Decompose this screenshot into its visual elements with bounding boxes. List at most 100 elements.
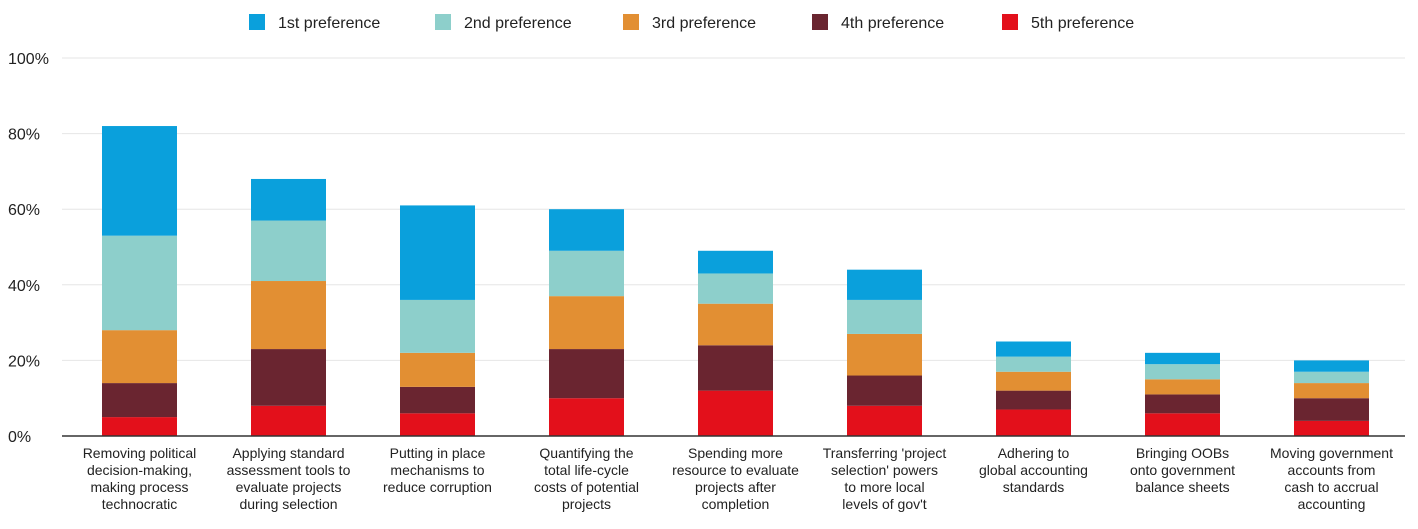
bar-segment bbox=[549, 209, 624, 251]
legend-swatch bbox=[435, 14, 451, 30]
bar-segment bbox=[698, 250, 773, 274]
x-category-label-line: to more local bbox=[844, 479, 924, 495]
x-category-label-line: Removing political bbox=[83, 445, 197, 461]
bar-segment bbox=[847, 375, 922, 406]
x-category-label-line: accounts from bbox=[1288, 462, 1376, 478]
bar-segment bbox=[847, 269, 922, 300]
bar-segment bbox=[400, 205, 475, 300]
y-tick-label: 60% bbox=[8, 202, 40, 219]
bar-segment bbox=[847, 405, 922, 436]
x-category-label-line: balance sheets bbox=[1135, 479, 1229, 495]
x-category-label-line: global accounting bbox=[979, 462, 1088, 478]
x-category-label-line: evaluate projects bbox=[236, 479, 342, 495]
axes: 0% 20% 40% 60% 80% 100% Removing political deci… bbox=[8, 51, 1405, 512]
bar-segment bbox=[400, 413, 475, 436]
bar-segment bbox=[1294, 420, 1369, 436]
legend-swatch bbox=[249, 14, 265, 30]
bar-segment bbox=[1145, 352, 1220, 365]
x-category-label: Applying standard assessment tools to eval… bbox=[227, 445, 351, 512]
bar-segment bbox=[1294, 360, 1369, 372]
bar-segment bbox=[549, 250, 624, 297]
x-category-label-line: cash to accrual bbox=[1284, 479, 1378, 495]
legend-swatch bbox=[623, 14, 639, 30]
x-category-label: Adhering to global accounting standards bbox=[979, 445, 1088, 495]
y-tick-label: 100% bbox=[8, 51, 49, 68]
bar-segment bbox=[102, 417, 177, 436]
y-tick-label: 40% bbox=[8, 278, 40, 295]
x-category-label: Transferring 'project selection' powers to… bbox=[823, 445, 947, 512]
bar-segment bbox=[847, 299, 922, 334]
x-category-label-line: Quantifying the bbox=[539, 445, 633, 461]
bar-segment bbox=[251, 405, 326, 436]
legend-label: 3rd preference bbox=[652, 15, 756, 32]
x-category-label-line: Bringing OOBs bbox=[1136, 445, 1229, 461]
x-category-label: Spending more resource to evaluate project… bbox=[672, 445, 799, 512]
x-category-label-line: mechanisms to bbox=[390, 462, 484, 478]
x-category-label-line: standards bbox=[1003, 479, 1064, 495]
legend-label: 5th preference bbox=[1031, 15, 1134, 32]
legend-label: 1st preference bbox=[278, 15, 380, 32]
bar-segment bbox=[549, 349, 624, 399]
legend-swatch bbox=[1002, 14, 1018, 30]
bar-segment bbox=[1145, 364, 1220, 380]
x-category-label-line: assessment tools to bbox=[227, 462, 351, 478]
bar-segment bbox=[996, 341, 1071, 357]
bar-segment bbox=[102, 383, 177, 418]
legend: 1st preference 2nd preference 3rd preferen… bbox=[249, 14, 1134, 32]
x-category-label-line: Adhering to bbox=[998, 445, 1070, 461]
x-category-label: Removing political decision-making, making… bbox=[83, 445, 197, 512]
x-category-label: Bringing OOBs onto government balance shee… bbox=[1130, 445, 1235, 495]
bar-segment bbox=[251, 220, 326, 282]
x-category-label-line: accounting bbox=[1298, 496, 1366, 512]
x-category-label-line: projects bbox=[562, 496, 611, 512]
x-category-label-line: levels of gov't bbox=[842, 496, 926, 512]
bar-segment bbox=[251, 178, 326, 221]
bar-segment bbox=[1294, 383, 1369, 399]
x-category-label-line: Transferring 'project bbox=[823, 445, 947, 461]
x-category-label-line: Moving government bbox=[1270, 445, 1393, 461]
x-category-label: Putting in place mechanisms to reduce corr… bbox=[383, 445, 492, 495]
x-category-label: Quantifying the total life-cycle costs of … bbox=[534, 445, 639, 512]
x-category-label: Moving government accounts from cash to ac… bbox=[1270, 445, 1393, 512]
x-category-label-line: selection' powers bbox=[831, 462, 938, 478]
bar-segment bbox=[698, 390, 773, 436]
bar-segment bbox=[996, 371, 1071, 391]
bar-segment bbox=[1145, 379, 1220, 395]
x-category-label-line: completion bbox=[702, 496, 770, 512]
bar-segment bbox=[1145, 413, 1220, 436]
x-category-label-line: Putting in place bbox=[390, 445, 486, 461]
bar-segment bbox=[549, 398, 624, 436]
bar-segment bbox=[251, 281, 326, 350]
bar-segment bbox=[1294, 398, 1369, 421]
bar-segment bbox=[996, 409, 1071, 436]
bar-segment bbox=[251, 349, 326, 406]
x-category-label-line: technocratic bbox=[102, 496, 177, 512]
legend-label: 2nd preference bbox=[464, 15, 572, 32]
legend-label: 4th preference bbox=[841, 15, 944, 32]
x-category-label-line: decision-making, bbox=[87, 462, 192, 478]
x-category-label-line: making process bbox=[90, 479, 188, 495]
bar-segment bbox=[400, 352, 475, 387]
bar-segment bbox=[847, 333, 922, 376]
x-category-label-line: Applying standard bbox=[232, 445, 344, 461]
x-category-label-line: onto government bbox=[1130, 462, 1235, 478]
x-category-label-line: reduce corruption bbox=[383, 479, 492, 495]
y-tick-label: 0% bbox=[8, 429, 31, 446]
x-category-label-line: during selection bbox=[239, 496, 337, 512]
x-category-label-line: projects after bbox=[695, 479, 776, 495]
bar-segment bbox=[400, 299, 475, 353]
bar-segment bbox=[102, 330, 177, 384]
bar-segment bbox=[102, 126, 177, 236]
bars bbox=[102, 126, 1369, 436]
bar-segment bbox=[400, 386, 475, 414]
x-category-label-line: total life-cycle bbox=[544, 462, 629, 478]
x-category-label-line: costs of potential bbox=[534, 479, 639, 495]
bar-segment bbox=[698, 345, 773, 391]
y-tick-label: 20% bbox=[8, 353, 40, 370]
bar-segment bbox=[1145, 394, 1220, 414]
bar-segment bbox=[549, 296, 624, 350]
y-tick-label: 80% bbox=[8, 127, 40, 144]
bar-segment bbox=[698, 273, 773, 304]
